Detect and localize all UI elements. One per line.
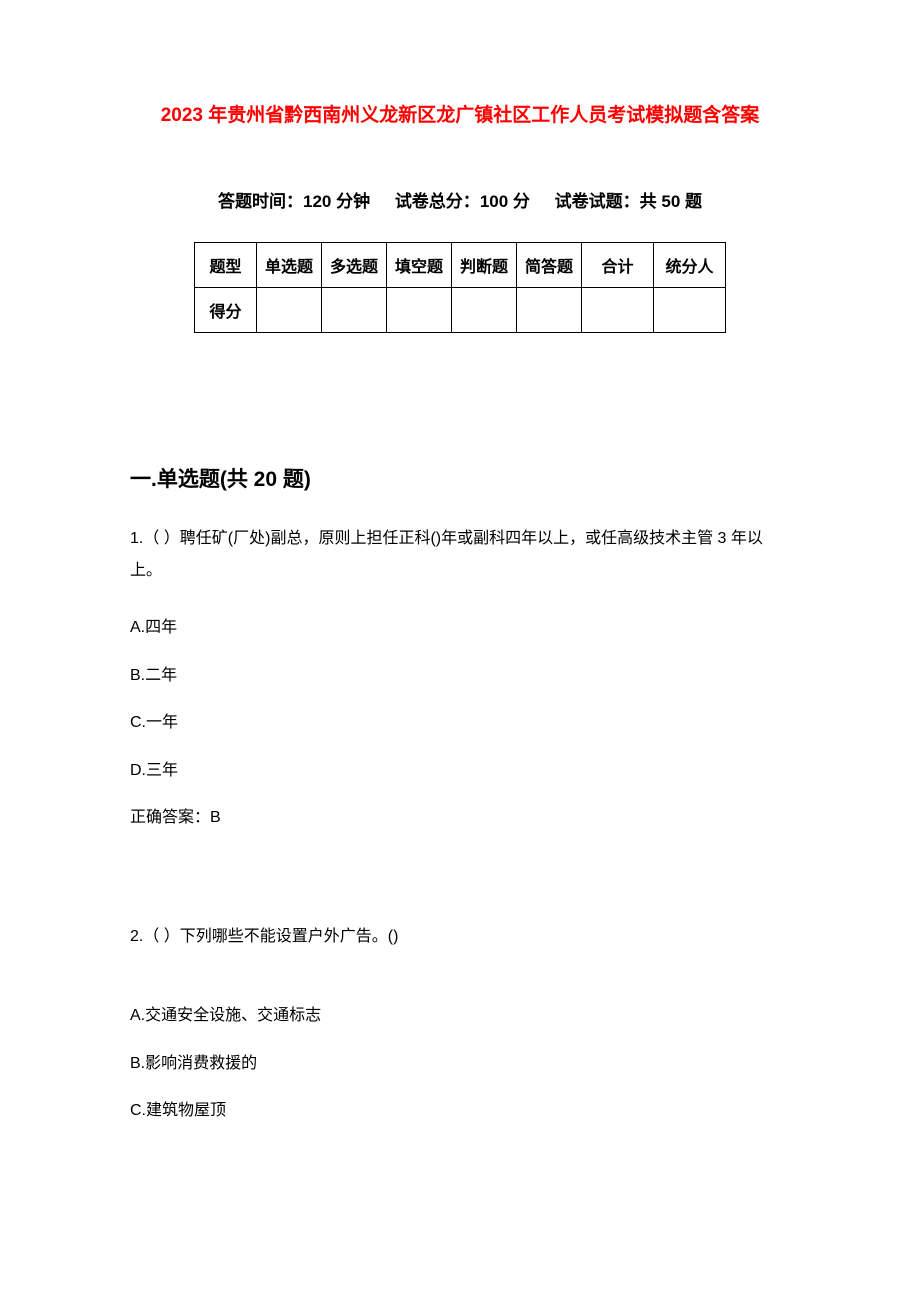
table-header-cell: 填空题 [386,243,451,288]
table-header-row: 题型 单选题 多选题 填空题 判断题 简答题 合计 统分人 [194,243,725,288]
table-header-cell: 题型 [194,243,256,288]
count-value: 共 50 题 [640,192,702,211]
time-value: 120 分钟 [303,192,370,211]
question-1-option-a: A.四年 [130,615,790,641]
document-title: 2023 年贵州省黔西南州义龙新区龙广镇社区工作人员考试模拟题含答案 [130,100,790,127]
title-year: 2023 [161,105,203,126]
total-label: 试卷总分： [395,192,480,211]
question-2-option-a: A.交通安全设施、交通标志 [130,1003,790,1029]
question-1-text: 1.（ ）聘任矿(厂处)副总，原则上担任正科()年或副科四年以上，或任高级技术主… [130,523,790,587]
table-empty-cell [517,288,582,333]
title-main: 年贵州省黔西南州义龙新区龙广镇社区工作人员考试模拟题含答案 [203,105,759,126]
time-info: 答题时间：120 分钟 [218,192,375,211]
table-header-cell: 合计 [582,243,654,288]
count-label: 试卷试题： [555,192,640,211]
table-score-row: 得分 [194,288,725,333]
question-1-option-d: D.三年 [130,758,790,784]
count-info: 试卷试题：共 50 题 [555,192,702,211]
question-1-option-c: C.一年 [130,710,790,736]
table-empty-cell [654,288,726,333]
time-label: 答题时间： [218,192,303,211]
table-header-cell: 简答题 [517,243,582,288]
table-header-cell: 统分人 [654,243,726,288]
table-header-cell: 判断题 [452,243,517,288]
question-1-option-b: B.二年 [130,663,790,689]
total-info: 试卷总分：100 分 [395,192,535,211]
question-2-text: 2.（ ）下列哪些不能设置户外广告。() [130,921,790,953]
table-header-cell: 单选题 [256,243,321,288]
table-empty-cell [256,288,321,333]
question-2-option-c: C.建筑物屋顶 [130,1098,790,1124]
table-empty-cell [582,288,654,333]
question-2-option-b: B.影响消费救援的 [130,1051,790,1077]
table-empty-cell [321,288,386,333]
table-empty-cell [452,288,517,333]
score-table: 题型 单选题 多选题 填空题 判断题 简答题 合计 统分人 得分 [194,242,726,333]
total-value: 100 分 [480,192,530,211]
table-header-cell: 多选题 [321,243,386,288]
table-row-label: 得分 [194,288,256,333]
section-heading: 一.单选题(共 20 题) [130,463,790,493]
exam-info-line: 答题时间：120 分钟 试卷总分：100 分 试卷试题：共 50 题 [130,187,790,212]
table-empty-cell [386,288,451,333]
question-1-answer: 正确答案：B [130,805,790,831]
